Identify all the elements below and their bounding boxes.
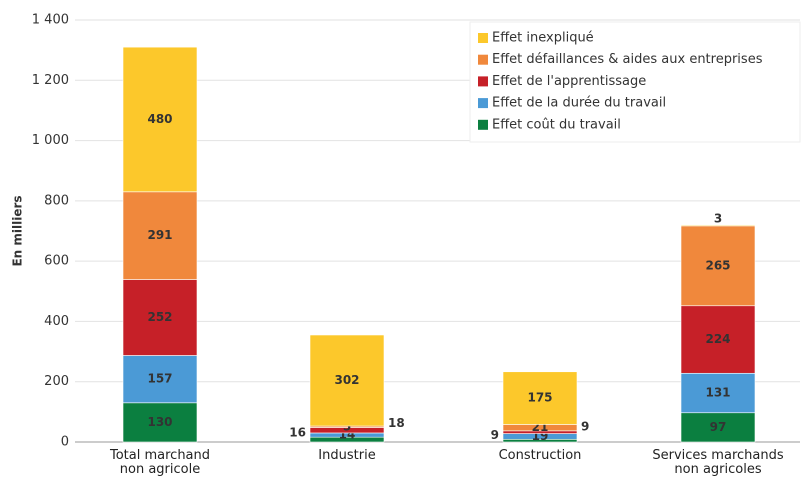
bar-segment [680, 372, 756, 414]
legend-label: Effet coût du travail [492, 117, 621, 132]
legend-label: Effet de l'apprentissage [492, 74, 646, 89]
y-tick-label: 1 000 [32, 133, 69, 148]
value-label: 291 [147, 228, 172, 242]
bar-segment [122, 402, 198, 443]
value-label: 480 [147, 112, 172, 126]
y-tick-label: 800 [44, 193, 69, 208]
y-tick-label: 200 [44, 374, 69, 389]
legend-swatch [478, 98, 488, 109]
y-tick-label: 0 [61, 435, 69, 450]
value-label: 3 [714, 211, 722, 225]
legend-label: Effet défaillances & aides aux entrepris… [492, 52, 763, 67]
legend-label: Effet de la durée du travail [492, 96, 666, 111]
bar-segment [122, 46, 198, 193]
value-label: 130 [147, 415, 172, 429]
value-label: 9 [581, 419, 589, 433]
value-label: 157 [147, 372, 172, 386]
legend-swatch [478, 119, 488, 130]
y-tick-label: 1 200 [32, 73, 69, 88]
legend: Effet coût du travail Effet de la durée d… [469, 21, 801, 143]
x-tick-label: Total marchand non agricole [109, 448, 211, 477]
y-tick-label: 400 [44, 314, 69, 329]
value-label: 97 [710, 420, 727, 434]
value-label: 9 [491, 428, 499, 442]
bar-segment [680, 305, 756, 374]
y-axis-label: En milliers [11, 195, 25, 266]
bar-segment [122, 191, 198, 280]
value-label: 252 [147, 310, 172, 324]
value-label: 18 [388, 416, 405, 430]
bar-segment [680, 412, 756, 443]
bar-segment [122, 355, 198, 404]
legend-swatch [478, 76, 488, 87]
y-tick-label: 600 [44, 254, 69, 269]
value-label: 265 [705, 258, 730, 272]
legend-label: Effet inexpliqué [492, 31, 594, 46]
value-label: 224 [705, 332, 730, 346]
value-label: 16 [289, 426, 306, 440]
legend-box [469, 21, 801, 143]
x-tick-label: Construction [498, 448, 582, 463]
bar-segment [680, 225, 756, 307]
value-label: 302 [334, 373, 359, 387]
bar-segment [680, 224, 756, 227]
bar-segment [502, 371, 578, 425]
legend-swatch [478, 54, 488, 65]
legend-swatch [478, 33, 488, 43]
x-tick-label: Services marchands non agricoles [652, 448, 784, 477]
value-label: 131 [705, 386, 730, 400]
bar-segment [122, 279, 198, 356]
y-tick-label: 1 400 [32, 13, 69, 28]
x-tick-label: Industrie [318, 448, 376, 463]
bar-segment [309, 334, 385, 427]
value-label: 175 [527, 391, 552, 405]
